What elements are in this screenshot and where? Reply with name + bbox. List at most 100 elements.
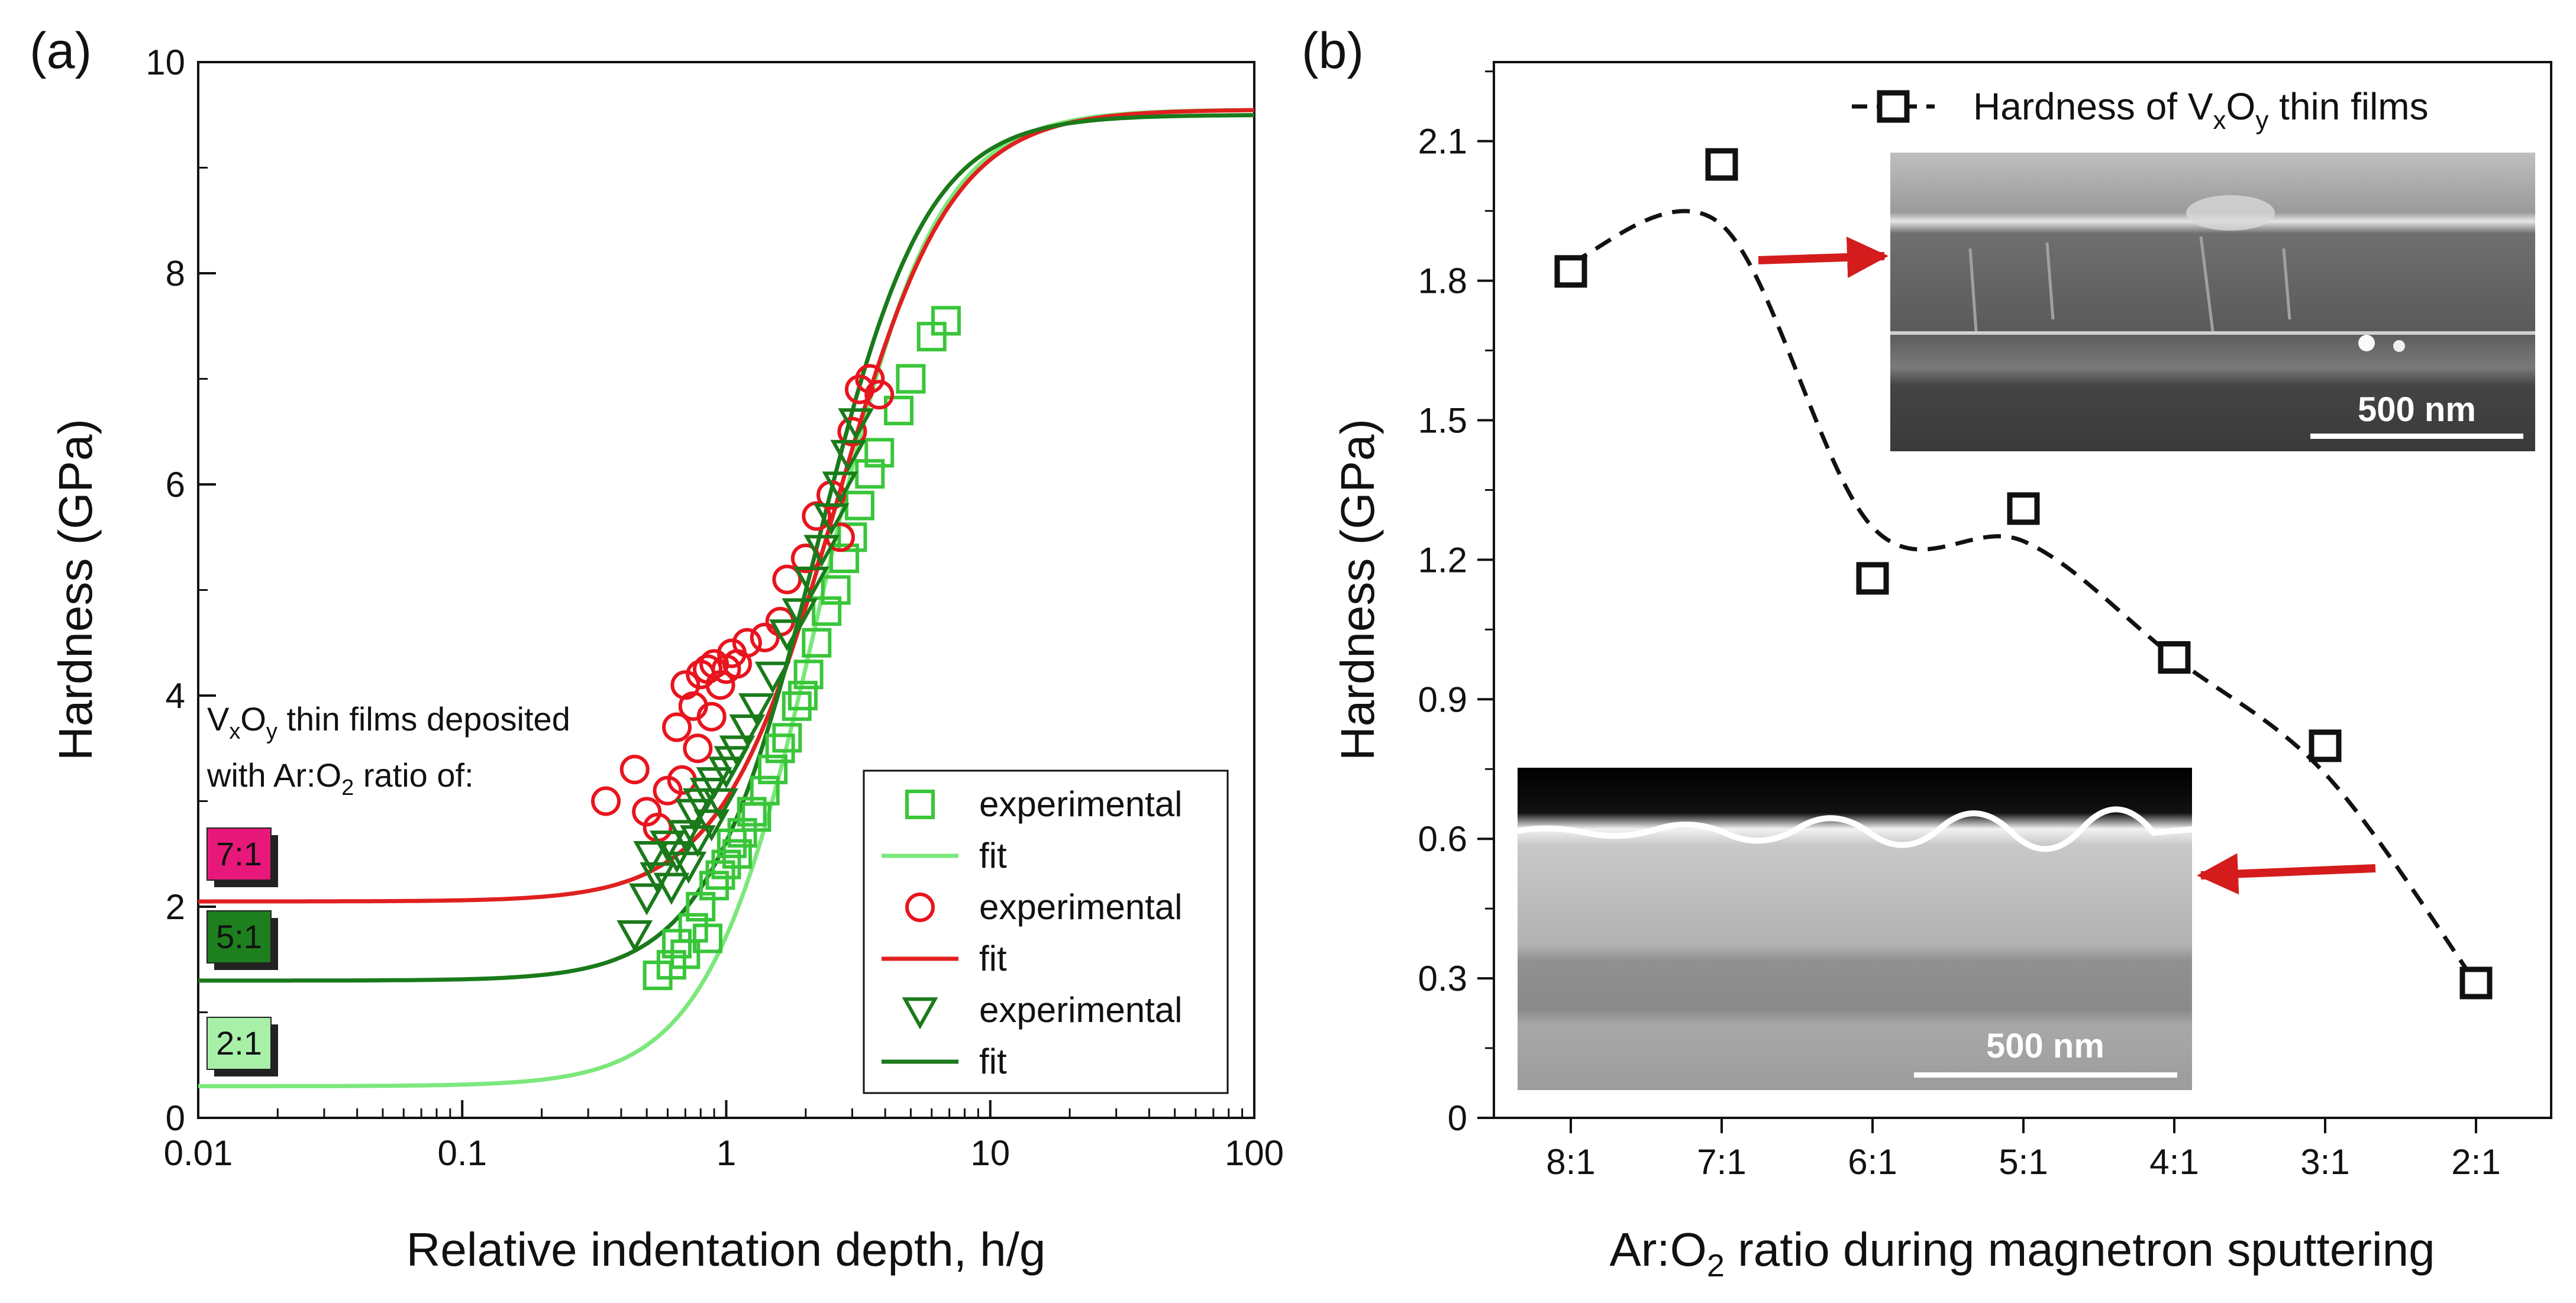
tag-5-1-label: 5:1 [216, 918, 262, 955]
data-point-7-1 [855, 364, 885, 394]
data-point-2-1 [772, 723, 802, 753]
panel-a-axis-ticks: 0.01 0.1 1 10 100 0 2 4 6 8 10 [146, 43, 1284, 1173]
legend-5-1-fit: fit [979, 1042, 1007, 1081]
y-tick-label: 2.1 [1418, 122, 1467, 161]
arrow-to-bottom-inset [2197, 853, 2376, 895]
legend-2-1-experimental: experimental [979, 784, 1183, 824]
data-point-2-1 [864, 438, 895, 468]
data-point-2-1 [896, 364, 926, 394]
data-point-2-1 [821, 575, 851, 605]
data-point-2-1 [750, 775, 780, 806]
data-point-5-1 [653, 872, 690, 905]
x-tick-label: 4:1 [2149, 1142, 2199, 1182]
data-point-7-1 [696, 701, 727, 732]
panel-b-y-axis-label: Hardness (GPa) [1331, 419, 1384, 761]
data-point-2-1 [812, 596, 842, 626]
data-point-2-1 [855, 459, 885, 489]
panel-a-legend: experimental fit experimental fit experi… [863, 769, 1229, 1094]
data-point-5-1 [769, 619, 805, 652]
hardness-trend-curve [1570, 209, 2478, 985]
data-point-5-1 [830, 439, 867, 472]
data-point-5-1 [679, 825, 716, 858]
data-point-2-1 [829, 543, 860, 573]
panel-b: (b) 500 nm 500 nm 8:1 7:1 6:1 5:1 4:1 3:1 2:1 0… [1302, 22, 2552, 1283]
y-tick-label: 8 [166, 254, 185, 293]
y-tick-label: 1.8 [1418, 261, 1467, 301]
panel-a-label: (a) [30, 22, 92, 79]
data-point-5-1 [640, 862, 676, 894]
tag-2-1-label: 2:1 [216, 1024, 262, 1062]
data-point-2-1 [787, 681, 818, 710]
data-point-5-1 [803, 535, 840, 567]
data-point-2-1 [883, 396, 913, 426]
data-point-5-1 [667, 820, 703, 852]
panel-a-y-axis-label: Hardness (GPa) [49, 419, 102, 761]
sem-bottom-scale-bar [1914, 1072, 2177, 1078]
data-point-5-1 [670, 851, 707, 884]
data-point-7-1 [662, 712, 692, 742]
data-point-2-1 [722, 839, 752, 869]
data-point-8-1 [1554, 255, 1587, 288]
panel-a-x-axis-label: Relative indentation depth, h/g [406, 1223, 1046, 1276]
data-point-2-1 [693, 923, 723, 953]
y-tick-label: 0 [1448, 1098, 1467, 1138]
tag-7-1: 7:1 [206, 827, 278, 887]
data-point-7-1 [619, 754, 650, 784]
legend-7-1-fit: fit [979, 939, 1007, 978]
sem-bottom-scale-label: 500 nm [1986, 1027, 2104, 1065]
data-point-7-1 [705, 670, 735, 700]
data-point-6-1 [1856, 562, 1889, 595]
y-tick-label: 0.6 [1418, 819, 1467, 859]
data-point-2-1 [782, 691, 812, 721]
data-point-7-1 [1705, 148, 1738, 181]
panel-b-smooth-curve [1570, 209, 2478, 985]
data-point-5-1 [813, 503, 850, 536]
y-tick-label: 0 [166, 1098, 185, 1138]
x-tick-label: 10 [970, 1133, 1010, 1173]
x-tick-label: 7:1 [1697, 1142, 1746, 1182]
panel-b-legend-marker [1877, 90, 1910, 123]
data-point-5-1 [628, 883, 665, 916]
y-tick-label: 0.9 [1418, 680, 1467, 719]
data-point-5-1 [822, 471, 858, 504]
data-point-7-1 [772, 564, 802, 594]
data-point-5-1 [650, 830, 686, 863]
tag-7-1-label: 7:1 [216, 835, 262, 872]
x-tick-label: 8:1 [1546, 1142, 1595, 1182]
legend-7-1-experimental: experimental [979, 887, 1183, 927]
data-point-2-1 [793, 659, 824, 690]
arrow-to-top-inset [1758, 237, 1889, 279]
y-tick-label: 2 [166, 887, 185, 927]
data-point-2-1 [711, 849, 741, 880]
x-tick-label: 3:1 [2300, 1142, 2349, 1182]
y-tick-label: 1.2 [1418, 540, 1467, 580]
data-point-5-1 [616, 920, 653, 953]
data-point-5-1 [719, 735, 756, 768]
x-tick-label: 5:1 [1999, 1142, 2048, 1182]
tag-5-1: 5:1 [206, 910, 278, 970]
data-point-7-1 [864, 380, 895, 410]
data-point-2-1 [802, 628, 832, 658]
panel-b-axis-ticks: 8:1 7:1 6:1 5:1 4:1 3:1 2:1 0 0.3 0.6 0.9 1.2 1.5 1.8… [1418, 70, 2501, 1182]
data-point-7-1 [591, 786, 621, 816]
sem-inset-bottom: 500 nm [1517, 768, 2193, 1090]
data-point-7-1 [844, 374, 874, 405]
legend-marker-2-1 [905, 790, 935, 819]
data-point-2-1 [705, 860, 735, 890]
data-point-7-1 [802, 501, 832, 531]
panel-b-legend-label: Hardness of VxOy thin films [1973, 85, 2429, 135]
x-tick-label: 6:1 [1848, 1142, 1897, 1182]
data-point-5-1 [738, 693, 774, 726]
x-tick-label: 2:1 [2451, 1142, 2500, 1182]
legend-marker-7-1 [905, 893, 935, 922]
data-point-5-1 [633, 841, 670, 874]
y-tick-label: 10 [146, 43, 185, 82]
panel-a-annotation-line1: VxOy thin films deposited [207, 700, 570, 744]
data-point-5-1 [782, 598, 818, 631]
data-point-5-1 [838, 408, 874, 441]
data-point-7-1 [837, 416, 867, 447]
y-tick-label: 6 [166, 465, 185, 505]
panel-b-data-points [1554, 148, 2493, 1000]
data-point-2-1 [758, 754, 788, 784]
